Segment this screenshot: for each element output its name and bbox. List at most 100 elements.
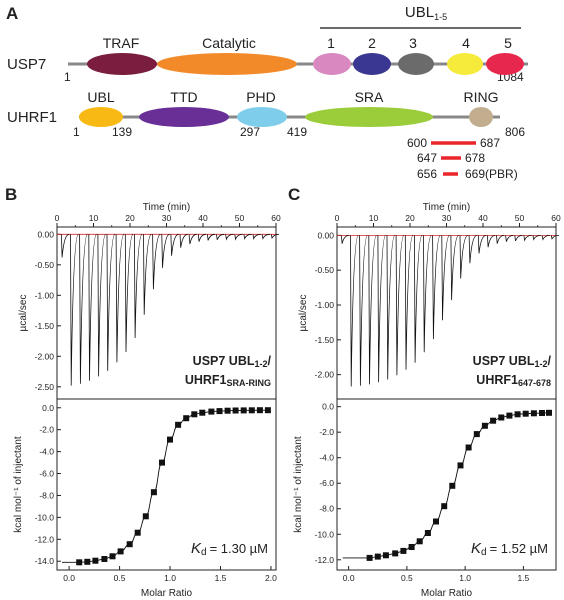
panel-c-raw-peak: [532, 235, 541, 241]
panel-b-raw-peak: [143, 233, 152, 315]
panel-c-fit-x-tick-label: 1.5: [517, 573, 529, 583]
panel-c-fit-y-tick-label: -8.0: [319, 504, 334, 514]
uhrf1-phd-domain: [237, 107, 287, 127]
panel-c-time-tick-label: 20: [405, 213, 415, 223]
usp7-start: 1: [64, 70, 71, 84]
panel-b-legend-line-2-sub: SRA-RING: [227, 378, 272, 388]
panel-b-fit-x-tick-label: 2.0: [265, 573, 277, 583]
panel-b-legend-line-1-end: /: [268, 354, 272, 368]
panel-c-raw-peak: [541, 235, 550, 241]
panel-b-fit-frame: [56, 398, 277, 571]
panel-c-time-tick-label: 40: [478, 213, 488, 223]
panel-c-raw-y-tick-label: -1.00: [315, 300, 335, 310]
panel-b-raw-peak: [188, 233, 197, 245]
panel-c-raw-y-tick-label: -1.50: [315, 335, 335, 345]
panel-c-raw-peak: [514, 235, 523, 242]
panel-b-time-tick-label: 50: [235, 213, 245, 223]
panel-b: B 0 10 20 30 40 50 60 Time (min) 0.00 -0.50 -1.00 -…: [5, 185, 281, 599]
panel-b-time-tick-label: 30: [162, 213, 172, 223]
panel-c-raw-peak: [441, 235, 450, 321]
panel-c-raw-peak: [350, 235, 359, 387]
panel-c-raw-peak: [386, 235, 396, 380]
panel-c-fit-x-tick-label: 0.5: [401, 573, 413, 583]
panel-b-data-point: [248, 407, 255, 414]
uhrf1-name: UHRF1: [7, 109, 57, 126]
panel-c-data-point: [408, 544, 415, 550]
panel-c-raw-y-tick-label: -2.00: [315, 370, 335, 380]
panel-b-raw-peak: [261, 233, 270, 240]
panel-c-fit-y-tick-label: 0.0: [322, 402, 334, 412]
usp7-ubl1-label: 1: [327, 35, 335, 51]
panel-b-raw-peak: [170, 233, 179, 256]
panel-b-data-point: [92, 557, 99, 564]
panel-c-kd-symbol: K: [471, 540, 482, 557]
uhrf1-boundary-297: 297: [240, 125, 260, 139]
panel-c-data-point: [530, 410, 537, 417]
panel-b-raw-peak: [79, 233, 88, 384]
panel-c-legend-line-2-main: UHRF1: [476, 373, 518, 387]
panel-c-raw-peak: [477, 235, 487, 254]
panel-b-time-tick-label: 60: [271, 213, 281, 223]
panel-c-raw-peak: [377, 235, 386, 383]
panel-c-letter: C: [288, 185, 300, 204]
panel-b-raw-peak: [207, 233, 216, 241]
panel-c-data-point: [392, 550, 399, 557]
panel-c-raw-y-tick-label: 0.00: [317, 230, 334, 240]
panel-c-time-tick-label: 0: [335, 213, 340, 223]
usp7-ubl3-domain: [398, 53, 434, 75]
usp7-ubl1-domain: [313, 53, 351, 75]
panel-c-fit-y-axis-title: kcal mol⁻¹ of injectant: [293, 436, 304, 533]
panel-c-data-point: [449, 482, 456, 489]
panel-b-raw-peak: [124, 233, 134, 353]
ubl-bracket-label: UBL1-5: [405, 4, 447, 22]
panel-c-time-tick-label: 60: [551, 213, 561, 223]
panel-c-data-point: [539, 410, 545, 416]
panel-c-raw-peak: [468, 235, 478, 264]
panel-c-raw-peak: [395, 235, 405, 376]
panel-c-raw-y-tick-label: -0.50: [315, 265, 335, 275]
panel-c-raw-peak: [414, 235, 423, 363]
panel-b-data-point: [126, 541, 133, 548]
panel-c-fit-y-tick-label: -12.0: [315, 555, 335, 565]
fragment-3-end: 669(PBR): [465, 167, 518, 181]
panel-b-fit-y-tick-label: -2.0: [39, 425, 54, 435]
panel-c-data-point: [457, 462, 464, 469]
usp7-traf-domain: [87, 53, 157, 75]
panel-b-data-point: [159, 459, 165, 466]
panel-c-raw-peak: [432, 235, 441, 340]
panel-b-data-point: [256, 407, 263, 414]
panel-c-fit-y-tick-label: -2.0: [319, 427, 334, 437]
panel-b-raw-peak: [134, 233, 143, 339]
uhrf1-end: 806: [505, 125, 525, 139]
panel-b-raw-peak: [106, 233, 116, 371]
panel-b-kd-label: Kd = 1.30 µM: [191, 540, 268, 558]
panel-b-time-tick-label: 20: [125, 213, 135, 223]
panel-b-raw-y-axis-title: µcal/sec: [18, 295, 29, 332]
panel-c-time-tick-label: 50: [515, 213, 525, 223]
panel-b-fit-y-tick-label: -4.0: [39, 447, 54, 457]
panel-c-fit-x-tick-label: 1.0: [459, 573, 471, 583]
usp7-catalytic-domain: [157, 53, 297, 75]
panel-b-time-tick-label: 40: [198, 213, 208, 223]
panel-b-raw-peak: [115, 233, 125, 363]
panel-c-data-point: [374, 553, 381, 560]
fragment-2-start: 647: [417, 151, 437, 165]
panel-b-fit-curve: [62, 409, 268, 563]
panel-c-fit-curve: [342, 412, 550, 559]
panel-b-letter: B: [5, 185, 17, 204]
panel-b-data-point: [134, 529, 141, 536]
panel-b-raw-peak: [216, 233, 225, 240]
panel-c-data-point: [546, 409, 552, 416]
panel-b-data-point: [216, 408, 223, 415]
uhrf1-phd-label: PHD: [246, 89, 276, 105]
panel-c-raw-peak: [359, 235, 368, 386]
panel-c-data-point: [400, 547, 407, 554]
uhrf1-ubl-domain: [79, 107, 123, 127]
panel-c-data-point: [522, 410, 529, 417]
panel-b-fit-y-tick-label: -10.0: [35, 512, 55, 522]
panel-c-time-tick-label: 10: [369, 213, 379, 223]
panel-b-raw-peak: [252, 233, 261, 240]
panel-b-raw-peak: [97, 233, 106, 377]
usp7-traf-label: TRAF: [103, 35, 140, 51]
uhrf1-ttd-domain: [139, 107, 229, 127]
